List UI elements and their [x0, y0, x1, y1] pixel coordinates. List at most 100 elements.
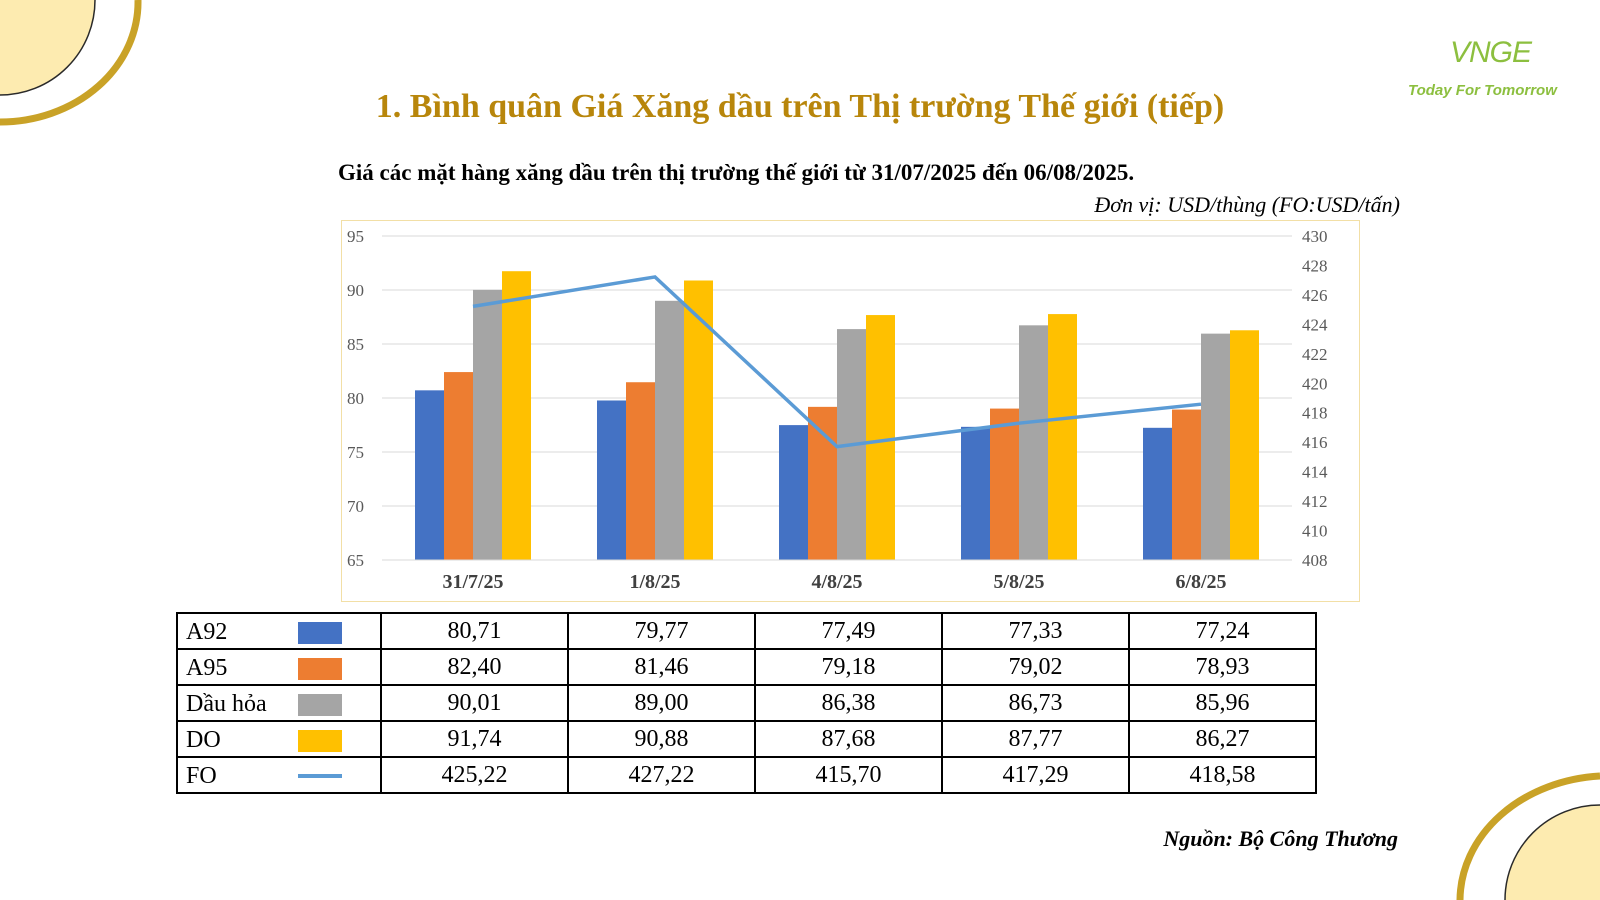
table-value-cell: 87,68	[754, 720, 943, 758]
legend-swatch	[298, 730, 342, 752]
series-name: Dầu hỏa	[186, 691, 267, 717]
bar-a92	[779, 425, 808, 560]
series-name: A95	[186, 655, 228, 681]
chart-subtitle: Giá các mặt hàng xăng dầu trên thị trườn…	[338, 160, 1135, 185]
table-value-cell: 417,29	[941, 756, 1130, 794]
series-label-cell: FO	[176, 756, 382, 794]
bar-dau_hoa	[473, 289, 502, 560]
chart-frame: 65 70 75 80 85 90 95 408 410 412 414 416 418 420 422 42…	[341, 220, 1360, 602]
table-value-cell: 80,71	[380, 612, 569, 650]
source-note: Nguồn: Bộ Công Thương	[1163, 826, 1398, 851]
bar-a95	[626, 382, 655, 560]
bar-do	[1230, 330, 1259, 560]
bar-a95	[444, 372, 473, 560]
brand-logo: VNGE Today For Tomorrow	[1408, 18, 1583, 108]
table-row: A92 80,71 79,77 77,49 77,33 77,24	[176, 612, 1317, 650]
table-value-cell: 86,38	[754, 684, 943, 722]
unit-note: Đơn vị: USD/thùng (FO:USD/tấn)	[1094, 192, 1400, 217]
x-category-label: 31/7/25	[442, 571, 503, 593]
table-row: A95 82,40 81,46 79,18 79,02 78,93	[176, 648, 1317, 686]
y-right-tick-label: 408	[1302, 551, 1328, 570]
y-right-tick-label: 420	[1302, 374, 1328, 393]
table-value-cell: 77,24	[1128, 612, 1317, 650]
y-right-tick-label: 426	[1302, 286, 1328, 305]
series-label-cell: A92	[176, 612, 382, 650]
y-left-tick-label: 75	[347, 443, 364, 462]
y-right-tick-label: 428	[1302, 256, 1328, 275]
series-label-cell: A95	[176, 648, 382, 686]
logo-tagline: Today For Tomorrow	[1408, 82, 1557, 99]
bar-a92	[961, 426, 990, 560]
bar-dau_hoa	[1201, 333, 1230, 560]
y-right-tick-label: 416	[1302, 433, 1328, 452]
y-right-tick-label: 430	[1302, 227, 1328, 246]
bar-a95	[808, 406, 837, 560]
x-category-label: 1/8/25	[629, 571, 680, 593]
bar-do	[502, 271, 531, 560]
table-value-cell: 425,22	[380, 756, 569, 794]
y-right-tick-label: 412	[1302, 492, 1328, 511]
table-value-cell: 90,88	[567, 720, 756, 758]
table-value-cell: 77,49	[754, 612, 943, 650]
legend-swatch	[298, 774, 342, 778]
table-value-cell: 77,33	[941, 612, 1130, 650]
table-value-cell: 85,96	[1128, 684, 1317, 722]
table-value-cell: 86,73	[941, 684, 1130, 722]
bar-a92	[1143, 427, 1172, 560]
legend-swatch	[298, 622, 342, 644]
combo-chart: 65 70 75 80 85 90 95 408 410 412 414 416 418 420 422 42…	[347, 227, 1328, 593]
table-value-cell: 427,22	[567, 756, 756, 794]
table-value-cell: 86,27	[1128, 720, 1317, 758]
y-right-tick-label: 424	[1302, 315, 1328, 334]
legend-swatch	[298, 694, 342, 716]
bar-a92	[597, 400, 626, 560]
top-left-corner-decoration	[0, 0, 142, 126]
table-value-cell: 87,77	[941, 720, 1130, 758]
y-right-tick-label: 422	[1302, 345, 1328, 364]
x-category-label: 5/8/25	[993, 571, 1044, 593]
y-right-tick-label: 414	[1302, 463, 1328, 482]
table-value-cell: 89,00	[567, 684, 756, 722]
table-value-cell: 418,58	[1128, 756, 1317, 794]
bar-do	[684, 280, 713, 560]
table-row: FO 425,22 427,22 415,70 417,29 418,58	[176, 756, 1317, 794]
series-label-cell: DO	[176, 720, 382, 758]
y-left-tick-label: 70	[347, 497, 364, 516]
x-category-label: 4/8/25	[811, 571, 862, 593]
data-table: A92 80,71 79,77 77,49 77,33 77,24 A95 82,40 81,4…	[176, 612, 1317, 794]
table-value-cell: 90,01	[380, 684, 569, 722]
y-left-tick-label: 95	[347, 227, 364, 246]
y-right-tick-label: 410	[1302, 522, 1328, 541]
y-left-tick-label: 65	[347, 551, 364, 570]
bar-a95	[990, 408, 1019, 560]
x-category-label: 6/8/25	[1175, 571, 1226, 593]
table-value-cell: 415,70	[754, 756, 943, 794]
table-value-cell: 91,74	[380, 720, 569, 758]
table-value-cell: 82,40	[380, 648, 569, 686]
y-left-tick-label: 80	[347, 389, 364, 408]
table-value-cell: 78,93	[1128, 648, 1317, 686]
y-left-tick-label: 90	[347, 281, 364, 300]
legend-swatch	[298, 658, 342, 680]
bar-a92	[415, 390, 444, 560]
bar-dau_hoa	[655, 300, 684, 560]
table-value-cell: 81,46	[567, 648, 756, 686]
table-value-cell: 79,18	[754, 648, 943, 686]
bar-do	[866, 315, 895, 560]
table-row: DO 91,74 90,88 87,68 87,77 86,27	[176, 720, 1317, 758]
logo-mark: VNGE	[1450, 36, 1532, 69]
table-row: Dầu hỏa 90,01 89,00 86,38 86,73 85,96	[176, 684, 1317, 722]
table-value-cell: 79,02	[941, 648, 1130, 686]
bottom-right-corner-decoration	[1456, 772, 1600, 900]
series-name: A92	[186, 619, 228, 645]
y-left-tick-label: 85	[347, 335, 364, 354]
bar-a95	[1172, 409, 1201, 560]
bar-do	[1048, 314, 1077, 560]
page-title: 1. Bình quân Giá Xăng dầu trên Thị trườn…	[375, 88, 1225, 125]
y-right-tick-label: 418	[1302, 404, 1328, 423]
table-value-cell: 79,77	[567, 612, 756, 650]
series-name: FO	[186, 763, 217, 789]
series-label-cell: Dầu hỏa	[176, 684, 382, 722]
series-name: DO	[186, 727, 221, 753]
bar-dau_hoa	[1019, 325, 1048, 560]
